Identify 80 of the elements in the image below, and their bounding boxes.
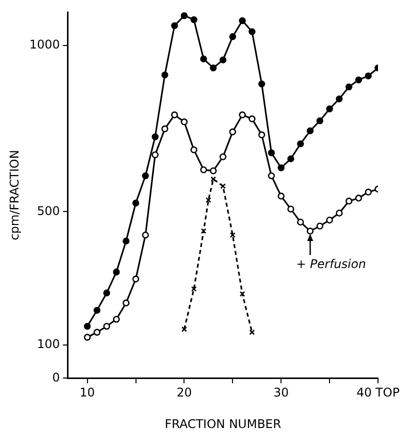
y-tick-label: 0 bbox=[52, 370, 60, 384]
point bbox=[258, 80, 266, 88]
point bbox=[142, 232, 149, 238]
point bbox=[103, 290, 110, 296]
point bbox=[248, 115, 256, 122]
point bbox=[190, 146, 198, 154]
point bbox=[180, 118, 188, 126]
x-tick-label: 40 TOP bbox=[356, 386, 400, 400]
point bbox=[268, 149, 275, 156]
annotation: + Perfusion bbox=[296, 257, 366, 272]
y-axis-title: cpm/FRACTION bbox=[7, 150, 22, 240]
point bbox=[161, 71, 168, 78]
point bbox=[220, 56, 226, 64]
point bbox=[229, 128, 236, 136]
y-tick-label: 500 bbox=[37, 204, 60, 218]
point bbox=[297, 218, 304, 226]
point bbox=[103, 322, 110, 330]
point bbox=[84, 322, 91, 330]
point bbox=[287, 155, 294, 162]
point bbox=[238, 111, 246, 118]
point bbox=[94, 328, 100, 336]
point bbox=[200, 166, 208, 174]
point bbox=[364, 188, 372, 196]
point bbox=[326, 105, 334, 112]
point bbox=[132, 276, 140, 282]
point bbox=[336, 95, 343, 102]
point bbox=[132, 200, 140, 207]
point bbox=[206, 197, 212, 203]
point bbox=[220, 183, 226, 189]
point bbox=[112, 316, 120, 323]
point bbox=[316, 117, 324, 124]
point bbox=[287, 206, 294, 213]
point bbox=[355, 76, 362, 84]
point bbox=[171, 111, 178, 118]
point bbox=[161, 125, 168, 132]
point bbox=[220, 153, 226, 160]
point bbox=[278, 164, 285, 172]
point bbox=[230, 232, 236, 238]
x-tick-label: 20 bbox=[176, 386, 192, 400]
point bbox=[180, 12, 188, 20]
point bbox=[258, 131, 266, 138]
point bbox=[345, 83, 352, 90]
point bbox=[268, 172, 275, 180]
point bbox=[181, 326, 187, 332]
y-tick-label: 1000 bbox=[29, 37, 60, 52]
point bbox=[238, 17, 246, 24]
point bbox=[229, 33, 236, 40]
point bbox=[191, 286, 197, 292]
point bbox=[200, 228, 206, 234]
point bbox=[210, 64, 217, 72]
point bbox=[210, 167, 217, 174]
point bbox=[249, 329, 255, 336]
point bbox=[345, 198, 352, 205]
point bbox=[152, 151, 159, 158]
point bbox=[316, 222, 324, 230]
point bbox=[200, 55, 208, 62]
y-tick-label: 100 bbox=[37, 337, 60, 352]
x-tick-label: 30 bbox=[273, 386, 289, 400]
point bbox=[84, 334, 91, 341]
point bbox=[355, 194, 362, 202]
point bbox=[306, 127, 314, 134]
point bbox=[240, 291, 246, 297]
point bbox=[122, 238, 130, 244]
point bbox=[94, 306, 100, 314]
point bbox=[326, 216, 334, 224]
point bbox=[248, 28, 256, 36]
point bbox=[122, 300, 130, 306]
point bbox=[336, 210, 343, 217]
point bbox=[112, 268, 120, 276]
point bbox=[306, 228, 314, 235]
point bbox=[297, 140, 304, 148]
x-axis-title: FRACTION NUMBER bbox=[164, 416, 282, 431]
point bbox=[278, 192, 285, 200]
point bbox=[190, 16, 198, 24]
point bbox=[142, 172, 149, 180]
point bbox=[210, 176, 216, 182]
x-tick-label: 10 bbox=[80, 386, 95, 400]
point bbox=[364, 72, 372, 80]
point bbox=[152, 133, 159, 140]
point bbox=[171, 22, 178, 30]
